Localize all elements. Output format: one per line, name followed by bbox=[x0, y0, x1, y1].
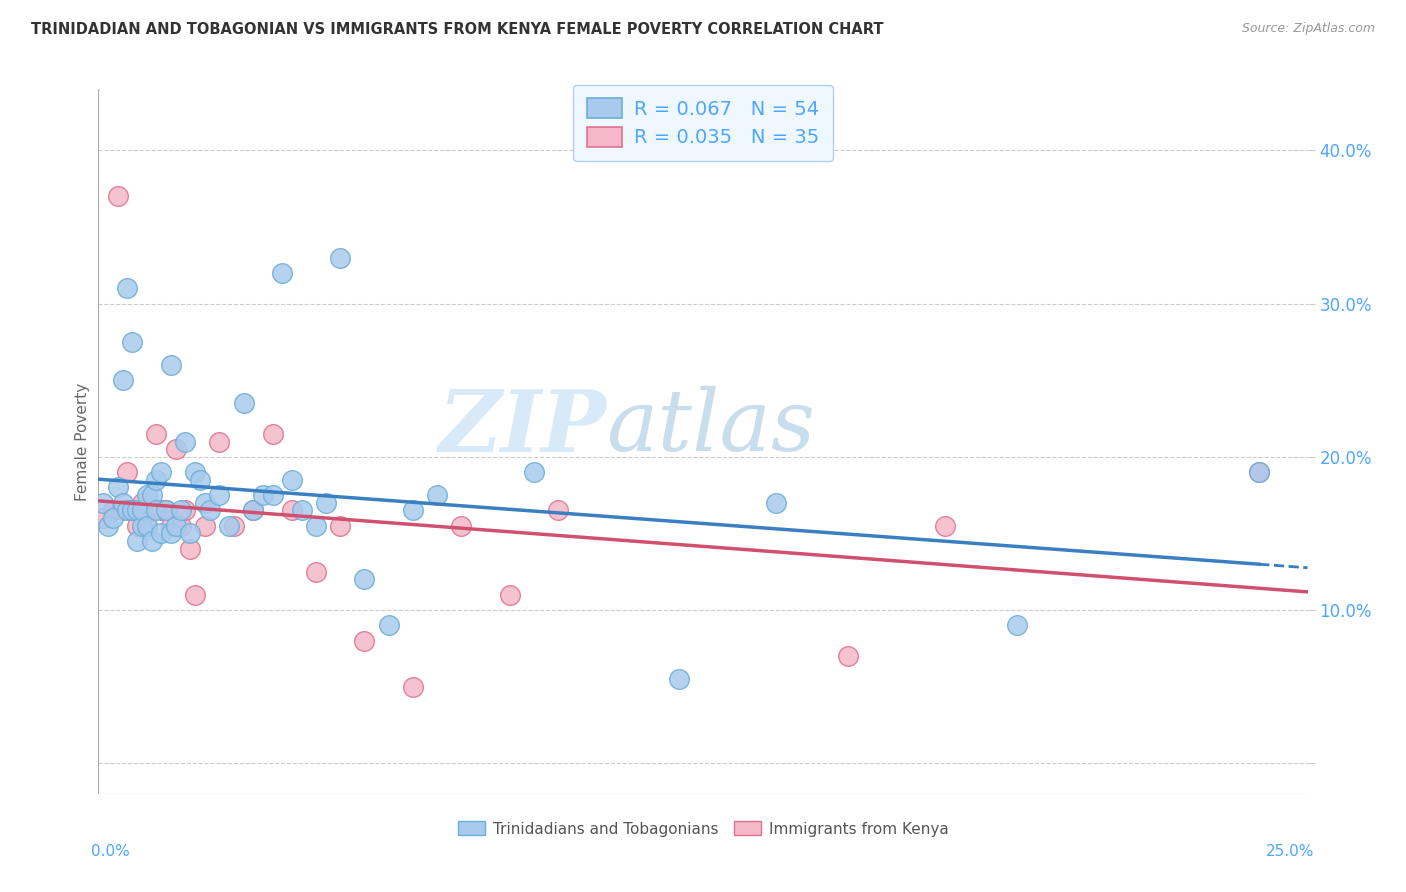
Point bbox=[547, 503, 569, 517]
Point bbox=[305, 518, 328, 533]
Point bbox=[141, 503, 163, 517]
Point bbox=[160, 518, 183, 533]
Point bbox=[179, 541, 201, 556]
Point bbox=[107, 189, 129, 203]
Point bbox=[329, 251, 352, 265]
Point bbox=[353, 573, 375, 587]
Point bbox=[1007, 618, 1029, 632]
Point bbox=[165, 442, 187, 457]
Point bbox=[194, 518, 217, 533]
Point bbox=[131, 503, 153, 517]
Point bbox=[121, 503, 143, 517]
Point bbox=[127, 534, 149, 549]
Point bbox=[262, 488, 284, 502]
Point bbox=[232, 396, 254, 410]
Point bbox=[184, 465, 207, 479]
Point bbox=[150, 503, 173, 517]
Point bbox=[155, 503, 177, 517]
Text: 0.0%: 0.0% bbox=[91, 845, 131, 859]
Point bbox=[498, 588, 520, 602]
Point bbox=[111, 503, 134, 517]
Point bbox=[315, 496, 337, 510]
Text: atlas: atlas bbox=[606, 386, 815, 469]
Point bbox=[194, 496, 217, 510]
Point bbox=[121, 503, 143, 517]
Point bbox=[222, 518, 245, 533]
Point bbox=[117, 281, 139, 295]
Point bbox=[165, 518, 187, 533]
Text: TRINIDADIAN AND TOBAGONIAN VS IMMIGRANTS FROM KENYA FEMALE POVERTY CORRELATION C: TRINIDADIAN AND TOBAGONIAN VS IMMIGRANTS… bbox=[31, 22, 883, 37]
Point bbox=[281, 503, 304, 517]
Point bbox=[135, 518, 157, 533]
Point bbox=[111, 373, 134, 387]
Point bbox=[179, 526, 201, 541]
Point bbox=[252, 488, 274, 502]
Point bbox=[135, 488, 157, 502]
Point bbox=[450, 518, 472, 533]
Point bbox=[160, 358, 183, 372]
Text: 25.0%: 25.0% bbox=[1267, 845, 1315, 859]
Point bbox=[107, 481, 129, 495]
Point bbox=[97, 518, 120, 533]
Point bbox=[117, 465, 139, 479]
Point bbox=[131, 496, 153, 510]
Point bbox=[402, 503, 425, 517]
Point bbox=[145, 473, 167, 487]
Text: Source: ZipAtlas.com: Source: ZipAtlas.com bbox=[1241, 22, 1375, 36]
Point bbox=[1249, 465, 1271, 479]
Point bbox=[837, 648, 859, 663]
Point bbox=[174, 503, 197, 517]
Point bbox=[127, 503, 149, 517]
Point bbox=[262, 426, 284, 441]
Point bbox=[135, 518, 157, 533]
Point bbox=[290, 503, 312, 517]
Point bbox=[765, 496, 787, 510]
Point bbox=[174, 434, 197, 449]
Point bbox=[1249, 465, 1271, 479]
Point bbox=[668, 672, 690, 686]
Point bbox=[91, 496, 114, 510]
Point bbox=[353, 633, 375, 648]
Point bbox=[117, 503, 139, 517]
Point bbox=[101, 503, 124, 517]
Point bbox=[169, 518, 191, 533]
Point bbox=[91, 511, 114, 525]
Point bbox=[184, 588, 207, 602]
Point bbox=[198, 503, 221, 517]
Point bbox=[402, 680, 425, 694]
Point bbox=[242, 503, 264, 517]
Text: ZIP: ZIP bbox=[439, 385, 606, 469]
Point bbox=[121, 334, 143, 349]
Point bbox=[208, 488, 231, 502]
Point bbox=[150, 465, 173, 479]
Point bbox=[145, 426, 167, 441]
Point bbox=[208, 434, 231, 449]
Point bbox=[523, 465, 546, 479]
Point bbox=[426, 488, 449, 502]
Point bbox=[145, 503, 167, 517]
Point bbox=[188, 473, 211, 487]
Point bbox=[934, 518, 956, 533]
Point bbox=[305, 565, 328, 579]
Point bbox=[155, 503, 177, 517]
Point bbox=[150, 526, 173, 541]
Point bbox=[329, 518, 352, 533]
Legend: Trinidadians and Tobagonians, Immigrants from Kenya: Trinidadians and Tobagonians, Immigrants… bbox=[451, 815, 955, 843]
Point bbox=[218, 518, 240, 533]
Point bbox=[141, 534, 163, 549]
Point bbox=[281, 473, 304, 487]
Point bbox=[101, 511, 124, 525]
Point bbox=[111, 496, 134, 510]
Point bbox=[127, 518, 149, 533]
Point bbox=[141, 488, 163, 502]
Point bbox=[169, 503, 191, 517]
Point bbox=[377, 618, 399, 632]
Point bbox=[242, 503, 264, 517]
Point bbox=[271, 266, 294, 280]
Point bbox=[160, 526, 183, 541]
Point bbox=[131, 518, 153, 533]
Y-axis label: Female Poverty: Female Poverty bbox=[75, 383, 90, 500]
